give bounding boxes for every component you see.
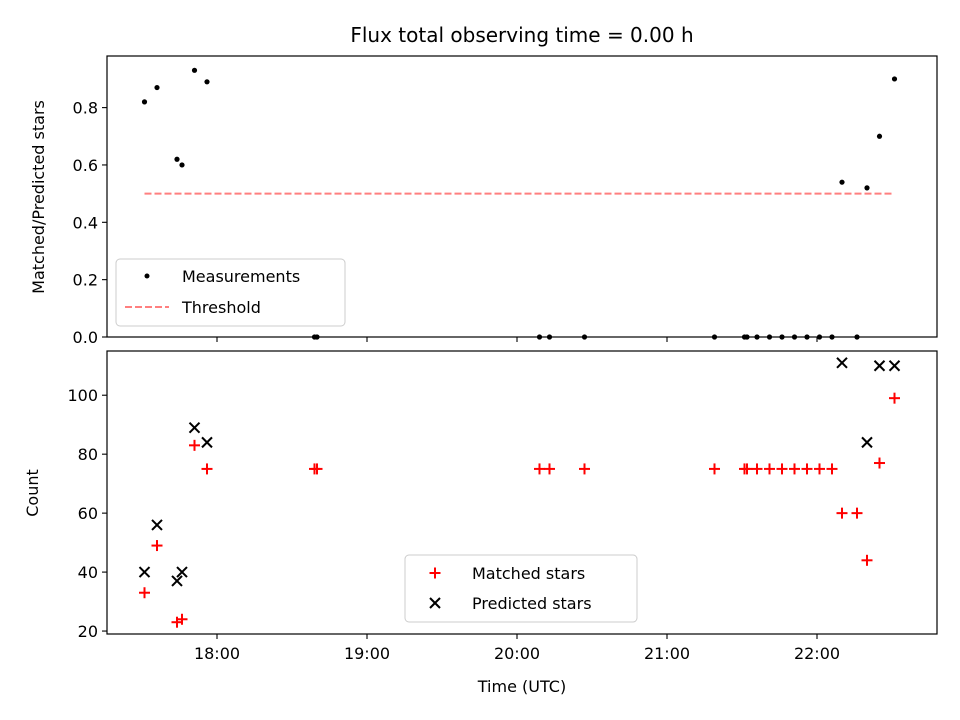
bottom-y-tick-label: 40 xyxy=(78,563,98,582)
measurement-point xyxy=(817,334,822,339)
measurement-point xyxy=(864,185,869,190)
legend-measurements-marker xyxy=(145,274,150,279)
legend-threshold-label: Threshold xyxy=(181,298,261,317)
measurement-point xyxy=(767,334,772,339)
x-axis-label: Time (UTC) xyxy=(477,677,566,696)
measurement-point xyxy=(192,68,197,73)
top-y-tick-label: 0.2 xyxy=(73,271,98,290)
bottom-x-tick-label: 20:00 xyxy=(494,644,540,663)
measurement-point xyxy=(179,162,184,167)
measurement-point xyxy=(854,334,859,339)
measurement-point xyxy=(712,334,717,339)
legend-predicted-label: Predicted stars xyxy=(472,594,592,613)
measurement-point xyxy=(547,334,552,339)
top-y-tick-label: 0.0 xyxy=(73,328,98,347)
measurement-point xyxy=(537,334,542,339)
measurement-point xyxy=(754,334,759,339)
measurement-point xyxy=(779,334,784,339)
bottom-y-axis-label: Count xyxy=(23,469,42,517)
top-y-tick-label: 0.6 xyxy=(73,156,98,175)
measurement-point xyxy=(582,334,587,339)
measurement-point xyxy=(877,134,882,139)
measurement-point xyxy=(839,180,844,185)
measurement-point xyxy=(204,79,209,84)
bottom-y-tick-label: 100 xyxy=(67,386,98,405)
measurement-point xyxy=(892,76,897,81)
measurement-point xyxy=(744,334,749,339)
top-legend: Measurements Threshold xyxy=(116,259,345,326)
chart-title: Flux total observing time = 0.00 h xyxy=(350,23,693,47)
bottom-y-tick-label: 80 xyxy=(78,445,98,464)
measurement-point xyxy=(792,334,797,339)
legend-measurements-label: Measurements xyxy=(182,267,300,286)
bottom-x-tick-label: 22:00 xyxy=(794,644,840,663)
measurement-point xyxy=(804,334,809,339)
legend-matched-label: Matched stars xyxy=(472,564,585,583)
bottom-x-tick-label: 21:00 xyxy=(644,644,690,663)
top-y-axis-label: Matched/Predicted stars xyxy=(29,100,48,294)
measurement-point xyxy=(154,85,159,90)
measurement-point xyxy=(174,157,179,162)
bottom-x-tick-label: 18:00 xyxy=(194,644,240,663)
bottom-legend: Matched stars Predicted stars xyxy=(405,555,637,622)
top-y-tick-label: 0.4 xyxy=(73,213,98,232)
measurement-point xyxy=(829,334,834,339)
measurement-point xyxy=(142,99,147,104)
bottom-y-tick-label: 60 xyxy=(78,504,98,523)
measurement-point xyxy=(314,334,319,339)
bottom-y-tick-label: 20 xyxy=(78,622,98,641)
bottom-x-tick-label: 19:00 xyxy=(344,644,390,663)
top-y-tick-label: 0.8 xyxy=(73,99,98,118)
